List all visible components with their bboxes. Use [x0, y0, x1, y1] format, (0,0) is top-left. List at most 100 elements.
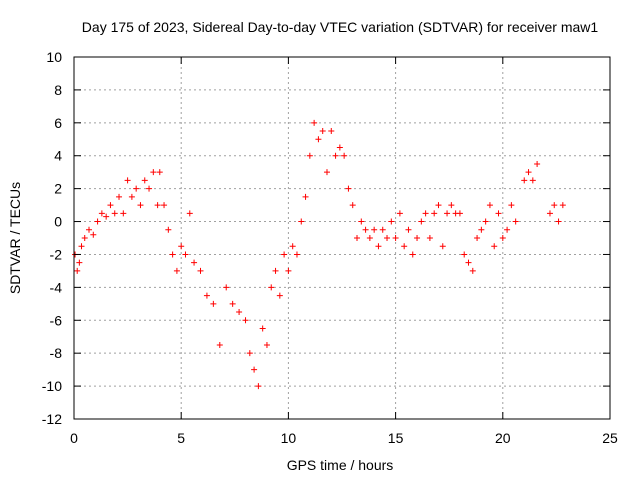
y-tick-label: 10 [46, 49, 62, 65]
data-point [154, 202, 161, 209]
data-point [384, 235, 391, 241]
data-point [182, 251, 189, 258]
data-point [268, 284, 275, 291]
data-point [124, 177, 131, 184]
data-point [302, 193, 309, 200]
data-point [242, 317, 249, 324]
data-point [405, 226, 412, 233]
data-points [72, 119, 566, 390]
data-point [474, 235, 481, 241]
data-point [551, 202, 558, 209]
data-point [362, 226, 369, 233]
data-point [281, 251, 288, 258]
data-point [116, 193, 123, 200]
data-point [508, 202, 515, 209]
x-axis-label: GPS time / hours [287, 457, 394, 473]
data-point [276, 292, 283, 299]
data-point [246, 350, 253, 357]
data-point [223, 284, 230, 291]
data-point [161, 202, 168, 209]
data-point [354, 235, 361, 241]
data-point [306, 152, 313, 159]
data-point [465, 259, 472, 266]
data-point [418, 218, 425, 225]
data-point [263, 341, 270, 348]
y-tick-label: 8 [54, 82, 62, 98]
y-tick-label: -2 [50, 246, 63, 262]
data-point [341, 152, 348, 159]
data-point [401, 243, 408, 250]
data-point [525, 169, 532, 176]
data-point [298, 218, 305, 225]
data-point [146, 185, 153, 192]
x-tick-label: 20 [495, 430, 511, 446]
data-point [111, 210, 118, 217]
data-point [236, 309, 243, 316]
data-point [128, 193, 135, 200]
data-point [186, 210, 193, 217]
data-point [469, 267, 476, 274]
data-point [392, 235, 399, 241]
data-point [203, 292, 210, 299]
data-point [371, 226, 378, 233]
y-tick-label: 0 [54, 214, 62, 230]
data-point [499, 235, 506, 241]
data-point [272, 267, 279, 274]
data-point [259, 325, 266, 332]
data-point [491, 243, 498, 250]
data-point [78, 243, 85, 250]
grid [74, 57, 610, 419]
data-point [379, 226, 386, 233]
data-point [289, 243, 296, 250]
data-point [332, 152, 339, 159]
data-point [559, 202, 566, 209]
data-point [439, 243, 446, 250]
y-tick-label: 6 [54, 115, 62, 131]
data-point [375, 243, 382, 250]
data-point [444, 210, 451, 217]
y-tick-label: -10 [42, 378, 62, 394]
data-point [94, 218, 101, 225]
data-point [529, 177, 536, 184]
data-point [285, 267, 292, 274]
chart-title: Day 175 of 2023, Sidereal Day-to-day VTE… [82, 19, 599, 35]
y-tick-label: -6 [50, 312, 63, 328]
x-tick-label: 25 [602, 430, 618, 446]
data-point [388, 218, 395, 225]
data-point [426, 235, 433, 241]
data-point [358, 218, 365, 225]
data-point [555, 218, 562, 225]
data-point [512, 218, 519, 225]
data-point [165, 226, 172, 233]
data-point [76, 259, 83, 266]
data-point [178, 243, 185, 250]
data-point [504, 226, 511, 233]
data-point [81, 235, 88, 241]
data-point [546, 210, 553, 217]
data-point [366, 235, 373, 241]
data-point [431, 210, 438, 217]
data-point [311, 119, 318, 126]
data-point [103, 213, 110, 220]
data-point [319, 128, 326, 135]
y-axis-label: SDTVAR / TECUs [7, 182, 23, 294]
data-point [323, 169, 330, 176]
data-point [197, 267, 204, 274]
x-tick-label: 15 [388, 430, 404, 446]
data-point [251, 366, 258, 373]
data-point [293, 251, 300, 258]
data-point [216, 341, 223, 348]
data-point [120, 210, 127, 217]
data-point [478, 226, 485, 233]
data-point [210, 300, 217, 307]
y-tick-label: 2 [54, 181, 62, 197]
data-point [90, 231, 97, 238]
data-point [229, 300, 236, 307]
data-point [495, 210, 502, 217]
data-point [534, 160, 541, 167]
y-tick-label: -12 [42, 411, 62, 427]
data-point [486, 202, 493, 209]
data-point [521, 177, 528, 184]
data-point [435, 202, 442, 209]
